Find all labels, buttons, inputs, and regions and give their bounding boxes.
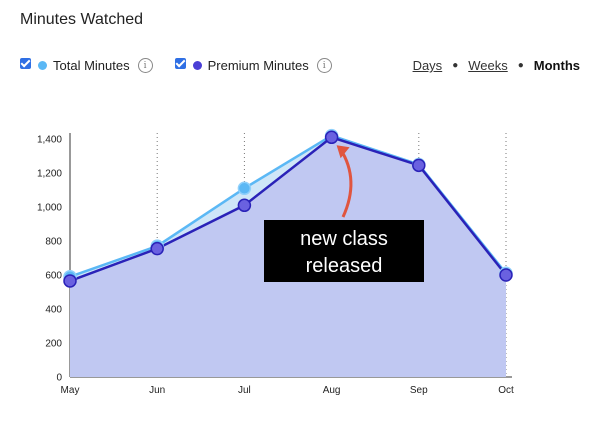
data-point-premium-minutes [150,241,164,256]
range-option-months[interactable]: Months [533,58,580,73]
range-option-weeks[interactable]: Weeks [468,58,508,73]
data-point-premium-minutes [412,158,426,173]
x-tick-label: Jun [149,385,165,396]
legend-item-premium-minutes[interactable]: Premium Minutes i [174,58,332,73]
data-point-premium-minutes [237,198,252,213]
data-point-total-minutes [237,181,252,196]
data-point-premium-minutes [63,274,77,288]
x-tick-label: Jul [238,385,251,396]
checkbox-premium-minutes[interactable] [174,58,186,69]
y-tick-label: 200 [45,339,62,350]
checkbox-total-minutes[interactable] [20,58,31,69]
x-tick-label: Aug [323,385,341,396]
legend-label-total-minutes: Total Minutes [53,58,130,73]
y-tick-label: 600 [45,271,62,282]
time-range-selector: Days ● Weeks ● Months [413,58,580,73]
y-tick-label: 400 [45,305,62,316]
info-icon[interactable]: i [137,58,153,73]
legend-dot-premium-minutes [192,61,202,70]
annotation-arrowhead [336,145,350,159]
annotation-box [264,220,424,282]
x-tick-label: May [61,385,80,396]
range-separator: ● [452,60,459,71]
y-tick-label: 800 [45,237,62,248]
data-point-premium-minutes [499,268,513,282]
chart-title: Minutes Watched [20,11,144,28]
y-tick-label: 1,400 [37,135,62,146]
annotation-text-line1: new class [300,228,388,250]
y-tick-label: 1,000 [37,203,62,214]
x-tick-label: Oct [498,385,514,396]
legend-label-premium-minutes: Premium Minutes [207,58,309,73]
data-point-premium-minutes [324,130,339,145]
info-icon[interactable]: i [316,58,332,73]
legend-item-total-minutes[interactable]: Total Minutes i [20,58,153,73]
annotation-text-line2: released [306,255,383,277]
series-line-premium-minutes [69,135,507,283]
legend: Total Minutes i Premium Minutes i [20,58,354,73]
total-area [70,135,506,281]
y-tick-label: 0 [56,373,62,384]
range-option-days[interactable]: Days [412,58,443,73]
range-separator: ● [517,60,524,71]
annotation-arrow [339,148,353,218]
legend-dot-total-minutes [38,61,47,70]
y-tick-label: 1,200 [37,169,62,180]
x-tick-label: Sep [410,385,428,396]
